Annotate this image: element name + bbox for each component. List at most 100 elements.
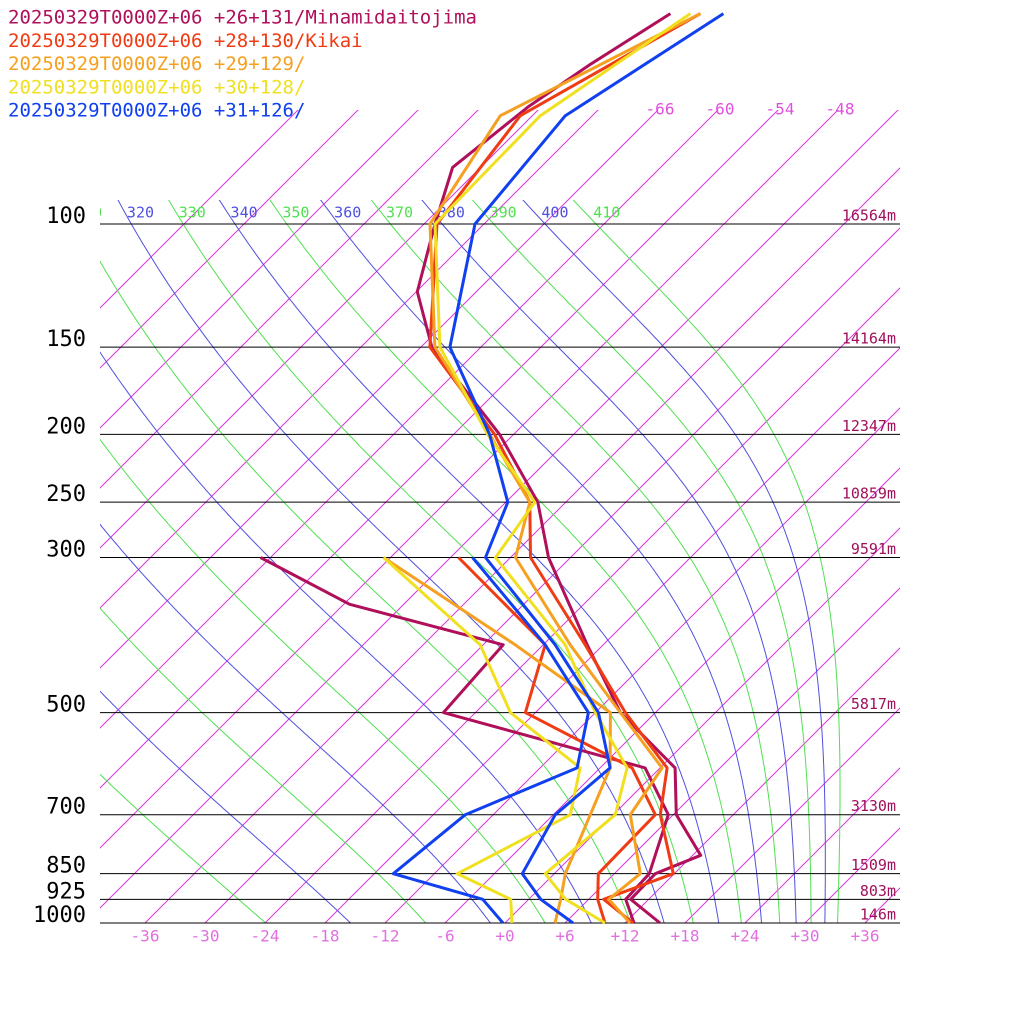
- pressure-label: 300: [46, 538, 86, 563]
- moist-adiabat: [421, 200, 797, 923]
- isotherm-label: -66: [646, 100, 675, 119]
- pressure-label: 850: [46, 854, 86, 879]
- isotherm: [264, 287, 900, 923]
- isotherm: [624, 647, 900, 923]
- moist-adiabat: [100, 607, 427, 923]
- moist-adiabat: [100, 523, 491, 923]
- height-label: 803m: [860, 882, 896, 900]
- adiabat-label: 320: [127, 204, 154, 222]
- isotherm: [504, 527, 900, 923]
- pressure-label: 150: [46, 327, 86, 352]
- adiabats: 310 320 330 340 350 360 370 380 390 400 410: [75, 200, 841, 923]
- dewpoint-line: [457, 556, 657, 924]
- x-tick-label: -12: [371, 927, 400, 946]
- x-tick-label: -24: [251, 927, 280, 946]
- isotherm: [100, 110, 539, 549]
- isotherm: [100, 110, 659, 669]
- adiabat-label: 360: [334, 204, 361, 222]
- isotherm: [684, 707, 900, 923]
- isotherm: [444, 467, 900, 923]
- moist-adiabat: [370, 200, 781, 923]
- moist-adiabat: [100, 260, 631, 923]
- moist-adiabat: [218, 200, 720, 923]
- x-tick-label: -36: [131, 927, 160, 946]
- isotherm: [100, 110, 839, 849]
- adiabat-label: 400: [541, 204, 568, 222]
- temperature-line: [433, 12, 692, 925]
- x-tick-label: +24: [731, 927, 760, 946]
- pressure-label: 100: [46, 204, 86, 229]
- isotherm-label: -48: [826, 100, 855, 119]
- moist-adiabat: [471, 200, 812, 923]
- plot: -66 -60 -54 -48 100 16564m 150 14164m 200 12347m 2…: [8, 7, 900, 946]
- height-label: 146m: [860, 906, 896, 924]
- isotherm: [100, 110, 599, 609]
- legend-entry: 20250329T0000Z+06 +29+129/: [8, 53, 305, 75]
- pressure-label: 200: [46, 414, 86, 439]
- adiabat-label: 390: [490, 204, 517, 222]
- x-tick-label: +18: [671, 927, 700, 946]
- adiabat-label: 310: [75, 204, 102, 222]
- x-tick-label: +30: [791, 927, 820, 946]
- adiabat-label: 380: [438, 204, 465, 222]
- dewpoint-line: [259, 556, 670, 924]
- pressure-label: 500: [46, 693, 86, 718]
- isotherm: [100, 110, 299, 309]
- temperature-line: [415, 12, 703, 925]
- pressure-label: 1000: [33, 903, 86, 928]
- isotherm: [204, 227, 900, 923]
- height-label: 1509m: [851, 856, 896, 874]
- adiabat-label: 370: [386, 204, 413, 222]
- adiabat-label: 330: [179, 204, 206, 222]
- legend-entry: 20250329T0000Z+06 +31+126/: [8, 100, 305, 122]
- height-label: 5817m: [851, 695, 896, 713]
- height-label: 12347m: [842, 417, 896, 435]
- height-label: 10859m: [842, 485, 896, 503]
- x-tick-label: +6: [555, 927, 574, 946]
- moist-adiabat: [100, 438, 546, 923]
- isotherm: [324, 347, 900, 923]
- height-label: 3130m: [851, 797, 896, 815]
- isotherm: [804, 827, 900, 923]
- isotherm: [384, 407, 900, 923]
- legend-entry: 20250329T0000Z+06 +30+128/: [8, 76, 305, 98]
- temperature-line: [428, 12, 702, 925]
- moist-adiabat: [100, 690, 351, 923]
- isotherm: [144, 167, 900, 923]
- adiabat-label: 410: [593, 204, 620, 222]
- isotherms: [100, 110, 900, 923]
- dewpoint-line: [382, 556, 582, 924]
- moist-adiabat: [522, 200, 826, 923]
- x-tick-label: +12: [611, 927, 640, 946]
- legend-entry: 20250329T0000Z+06 +28+130/Kikai: [8, 30, 363, 52]
- isotherm: [864, 887, 900, 923]
- legend-entry: 20250329T0000Z+06 +26+131/Minamidaitojim…: [8, 7, 477, 29]
- isotherm: [100, 110, 419, 429]
- isotherm: [100, 110, 899, 909]
- pressure-label: 250: [46, 482, 86, 507]
- adiabat-label: 340: [231, 204, 258, 222]
- adiabat-label: 350: [282, 204, 309, 222]
- height-label: 14164m: [842, 330, 896, 348]
- isotherm-label: -54: [766, 100, 795, 119]
- height-label: 16564m: [842, 207, 896, 225]
- moist-adiabat: [117, 200, 665, 923]
- x-tick-label: +36: [851, 927, 880, 946]
- moist-adiabat: [100, 351, 592, 923]
- x-tick-label: -18: [311, 927, 340, 946]
- moist-adiabat: [320, 200, 763, 923]
- moist-adiabat: [168, 200, 694, 923]
- moist-adiabat: [572, 200, 841, 923]
- x-tick-label: -6: [435, 927, 454, 946]
- isotherm-label: -60: [706, 100, 735, 119]
- isotherm: [100, 110, 779, 789]
- pressure-label: 925: [46, 879, 86, 904]
- moist-adiabat: [100, 773, 266, 923]
- height-label: 9591m: [851, 540, 896, 558]
- temperature-line: [448, 12, 725, 925]
- isotherm: [100, 110, 479, 489]
- isotherm: [564, 587, 900, 923]
- x-tick-label: +0: [495, 927, 514, 946]
- pressure-label: 700: [46, 795, 86, 820]
